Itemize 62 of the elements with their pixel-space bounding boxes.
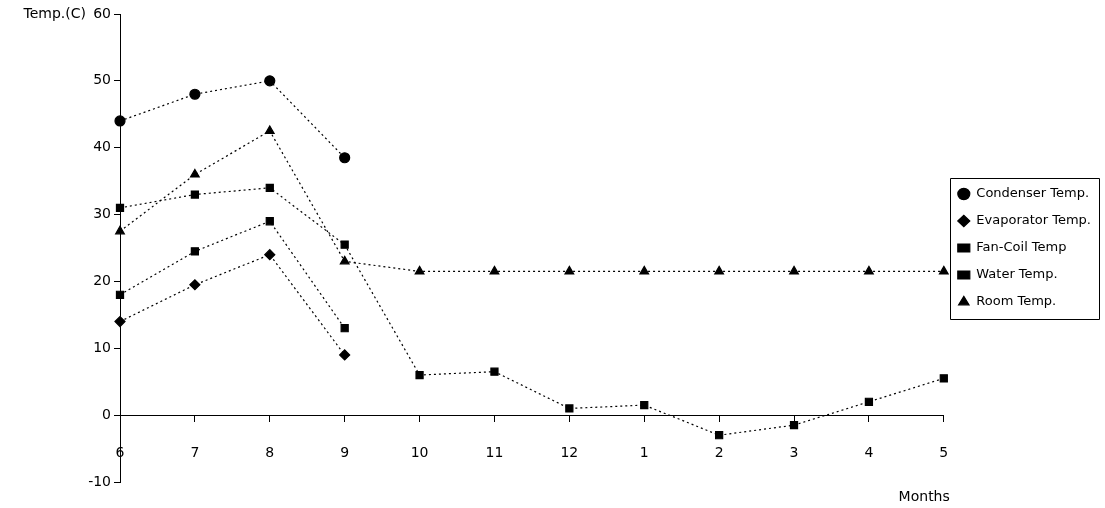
point — [339, 349, 351, 361]
point — [639, 265, 650, 275]
legend-label: Room Temp. — [976, 293, 1057, 309]
point — [339, 152, 351, 164]
point — [190, 190, 200, 199]
x-tick-label: 2 — [714, 444, 724, 461]
legend-label: Evaporator Temp. — [976, 212, 1092, 228]
point — [789, 265, 799, 275]
x-tick-label: 9 — [340, 444, 350, 461]
point — [114, 115, 126, 127]
x-tick-label: 10 — [410, 444, 429, 461]
point — [340, 240, 349, 249]
point — [339, 255, 350, 265]
point — [190, 247, 200, 256]
point — [189, 168, 200, 178]
y-tick-label: 10 — [93, 338, 111, 355]
point — [264, 75, 276, 87]
point — [264, 125, 275, 135]
point — [115, 290, 125, 299]
legend-label: Fan-Coil Temp — [976, 239, 1067, 255]
point — [265, 183, 274, 192]
point — [565, 404, 574, 413]
y-tick-label: 60 — [93, 4, 111, 21]
point — [939, 374, 948, 383]
point — [189, 279, 201, 291]
point — [264, 249, 276, 261]
point — [938, 265, 949, 275]
x-axis-title: Months — [898, 487, 950, 504]
point — [715, 431, 724, 440]
point — [414, 265, 425, 275]
x-tick-label: 3 — [789, 444, 799, 461]
point — [490, 367, 499, 376]
y-tick-label: -10 — [88, 472, 111, 489]
point — [489, 265, 500, 275]
point — [789, 421, 799, 430]
point — [564, 265, 575, 275]
point — [265, 217, 274, 226]
point — [114, 315, 126, 328]
y-tick-label: 30 — [93, 205, 111, 222]
legend-label: Water Temp. — [976, 266, 1058, 282]
point — [189, 88, 201, 100]
x-tick-label: 7 — [190, 444, 200, 461]
point — [640, 400, 649, 410]
point — [340, 324, 349, 333]
x-tick-label: 4 — [864, 444, 874, 461]
x-tick-label: 5 — [939, 444, 949, 461]
y-tick-label: 40 — [93, 138, 111, 155]
x-tick-label: 11 — [485, 444, 504, 461]
y-tick-label: 20 — [93, 272, 111, 289]
point — [864, 397, 874, 406]
x-tick-label: 1 — [639, 444, 649, 461]
point — [115, 225, 125, 235]
legend-label: Condenser Temp. — [976, 185, 1090, 201]
y-axis-title: Temp.(C) — [22, 4, 86, 21]
point — [415, 370, 424, 380]
point — [115, 203, 125, 213]
x-tick-label: 12 — [560, 444, 579, 461]
point — [714, 265, 725, 275]
point — [863, 265, 874, 275]
x-tick-label: 8 — [265, 444, 275, 461]
y-tick-label: 50 — [93, 71, 111, 88]
y-tick-label: 0 — [102, 405, 111, 422]
